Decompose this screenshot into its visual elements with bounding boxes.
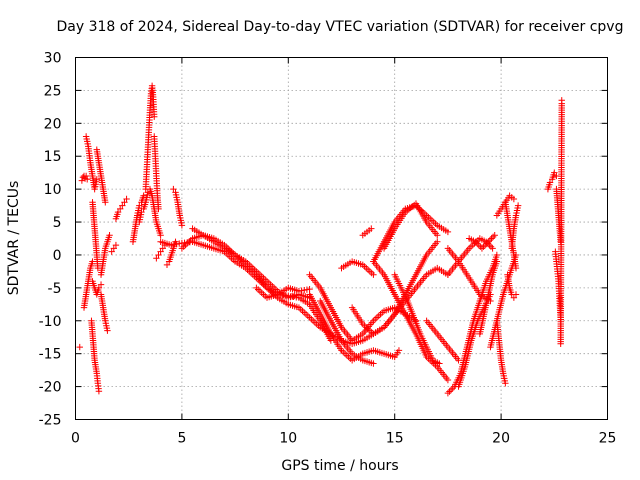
x-tick-label: 5 xyxy=(177,431,186,447)
data-point-marker xyxy=(551,169,558,176)
y-tick-label: -15 xyxy=(39,347,62,363)
data-point-marker xyxy=(446,388,453,395)
data-point-marker xyxy=(512,264,520,272)
x-tick-label: 15 xyxy=(386,431,404,447)
data-point-marker xyxy=(144,189,152,196)
data-point-marker xyxy=(97,281,105,288)
x-tick-label: 10 xyxy=(279,431,297,447)
data-point-marker xyxy=(436,360,443,367)
data-point-marker xyxy=(434,238,441,245)
data-point-marker xyxy=(510,294,518,301)
data-point-marker xyxy=(163,261,171,269)
data-point-marker xyxy=(395,347,403,354)
y-tick-label: 30 xyxy=(44,51,62,67)
data-point-marker xyxy=(444,228,452,236)
data-point-marker xyxy=(510,195,518,203)
data-point-marker xyxy=(104,327,111,334)
data-point-marker xyxy=(178,222,186,229)
data-point-marker xyxy=(95,387,103,395)
x-tick-label: 20 xyxy=(492,431,510,447)
y-tick-label: 10 xyxy=(44,182,62,198)
data-point-marker xyxy=(136,202,143,209)
data-point-marker xyxy=(119,202,126,209)
data-point-marker xyxy=(489,245,496,252)
data-point-marker xyxy=(102,199,109,206)
data-point-marker xyxy=(157,232,164,239)
data-point-marker xyxy=(153,255,160,262)
data-point-marker xyxy=(116,205,124,213)
data-point-marker xyxy=(155,251,162,259)
plot-frame xyxy=(75,57,608,420)
data-point-marker xyxy=(138,208,145,216)
data-point-marker xyxy=(447,386,455,394)
data-point-marker xyxy=(84,176,91,183)
y-tick-label: 0 xyxy=(53,248,62,264)
data-points xyxy=(76,82,565,397)
data-point-marker xyxy=(112,241,120,249)
data-point-marker xyxy=(114,208,122,216)
data-point-marker xyxy=(493,251,501,259)
data-point-marker xyxy=(93,176,100,183)
data-point-marker xyxy=(82,172,90,180)
data-point-marker xyxy=(489,233,497,241)
data-point-marker xyxy=(478,245,486,252)
data-point-marker xyxy=(76,343,83,351)
data-point-marker xyxy=(546,179,554,186)
data-point-marker xyxy=(512,291,520,298)
data-point-marker xyxy=(370,271,377,278)
y-tick-label: 25 xyxy=(44,83,62,99)
data-point-marker xyxy=(157,248,164,255)
data-point-marker xyxy=(444,376,452,384)
y-tick-label: 5 xyxy=(53,215,62,231)
x-tick-label: 25 xyxy=(599,431,617,447)
data-point-marker xyxy=(434,232,441,239)
y-tick-label: 15 xyxy=(44,149,62,165)
y-axis-label: SDTVAR / TECUs xyxy=(6,181,22,296)
data-point-marker xyxy=(159,245,166,252)
data-point-marker xyxy=(151,113,158,120)
data-point-marker xyxy=(108,248,115,255)
data-point-marker xyxy=(491,232,498,239)
y-tick-label: 20 xyxy=(44,116,62,132)
data-point-marker xyxy=(502,380,509,387)
data-point-marker xyxy=(493,258,501,265)
grid-lines xyxy=(75,57,608,420)
data-point-marker xyxy=(95,284,103,292)
data-point-marker xyxy=(121,199,128,206)
axis-ticks: 0 5 10 15 20 25 -25 -20 -15 -10 -5 0 5 10 15 20 25 30 xyxy=(39,51,617,447)
x-tick-label: 0 xyxy=(71,431,80,447)
data-point-marker xyxy=(170,185,177,193)
data-point-marker xyxy=(110,245,118,252)
data-point-marker xyxy=(514,202,522,209)
data-point-marker xyxy=(123,195,130,203)
y-tick-label: -10 xyxy=(39,314,62,330)
y-tick-label: -25 xyxy=(39,413,62,429)
data-point-marker xyxy=(370,360,377,367)
data-point-marker xyxy=(368,225,375,232)
y-tick-label: -5 xyxy=(48,281,62,297)
data-point-marker xyxy=(444,389,452,397)
x-axis-label: GPS time / hours xyxy=(281,458,398,474)
data-point-marker xyxy=(106,232,113,239)
data-point-marker xyxy=(155,205,162,213)
y-tick-label: -20 xyxy=(39,380,62,396)
chart-title: Day 318 of 2024, Sidereal Day-to-day VTE… xyxy=(57,19,624,35)
data-point-marker xyxy=(558,97,565,104)
data-point-marker xyxy=(488,235,495,242)
